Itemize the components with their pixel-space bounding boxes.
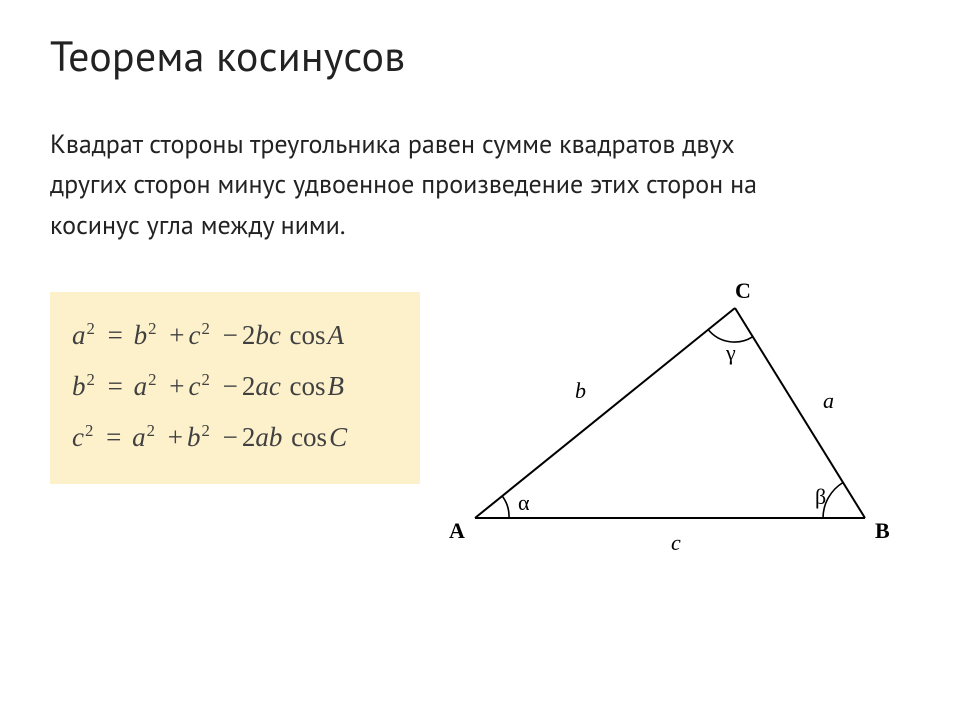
side-label-c: c	[671, 530, 681, 555]
side-label-a: a	[823, 388, 834, 413]
equation-a: a2 = b2 +c2 −2bc cosA	[72, 310, 390, 361]
slide: Теорема косинусов Квадрат стороны треуго…	[0, 0, 960, 720]
triangle-figure: A B C a b c α β γ	[440, 278, 910, 568]
angle-label-alpha: α	[518, 490, 530, 515]
angle-label-gamma: γ	[725, 340, 736, 365]
equation-b: b2 = a2 +c2 −2ac cosB	[72, 361, 390, 412]
edge-ca	[475, 308, 735, 518]
vertex-label-b: B	[875, 518, 890, 543]
side-label-b: b	[575, 378, 586, 403]
formula-box: a2 = b2 +c2 −2bc cosA b2 = a2 +c2 −2ac c…	[50, 292, 420, 484]
edge-bc	[735, 308, 865, 518]
angle-arc-alpha	[502, 496, 509, 518]
content-row: a2 = b2 +c2 −2bc cosA b2 = a2 +c2 −2ac c…	[50, 292, 910, 568]
equation-c: c2 = a2 +b2 −2ab cosC	[72, 412, 390, 463]
vertex-label-a: A	[449, 518, 465, 543]
theorem-statement: Квадрат стороны треугольника равен сумме…	[50, 125, 770, 246]
triangle-svg: A B C a b c α β γ	[445, 278, 905, 568]
page-title: Теорема косинусов	[50, 28, 910, 83]
angle-label-beta: β	[815, 484, 826, 509]
vertex-label-c: C	[735, 278, 751, 303]
